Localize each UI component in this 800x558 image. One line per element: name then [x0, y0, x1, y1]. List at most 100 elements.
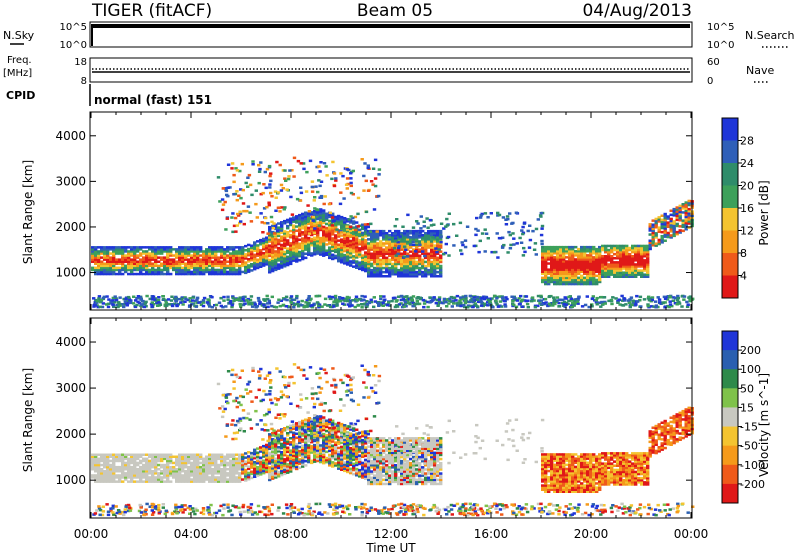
data-cell [509, 244, 512, 247]
data-cell [340, 238, 343, 241]
data-cell [157, 261, 160, 264]
data-cell [501, 296, 504, 299]
data-cell [430, 261, 433, 264]
data-cell [407, 236, 410, 239]
data-cell [427, 230, 430, 233]
data-cell [348, 305, 351, 308]
data-cell [248, 174, 251, 177]
data-cell [360, 295, 363, 298]
data-cell [649, 240, 652, 243]
data-cell [535, 253, 538, 256]
data-cell [679, 225, 682, 228]
data-cell [395, 299, 398, 302]
data-cell [140, 303, 143, 306]
data-cell [484, 212, 487, 215]
data-cell [310, 238, 313, 241]
data-cell [655, 242, 658, 245]
data-cell [631, 255, 634, 258]
data-cell [142, 273, 145, 276]
data-cell [647, 296, 650, 299]
data-cell [315, 295, 318, 298]
data-cell [172, 258, 175, 261]
data-cell [613, 253, 616, 256]
data-cell [151, 246, 154, 249]
data-cell [382, 267, 385, 270]
data-cell [190, 246, 193, 249]
data-cell [242, 202, 245, 205]
data-cell [354, 306, 357, 309]
data-cell [157, 256, 160, 259]
data-cell [418, 240, 421, 243]
data-cell [205, 248, 208, 251]
data-cell [535, 228, 538, 231]
data-cell [439, 255, 442, 258]
data-cell [312, 216, 315, 219]
data-cell [379, 295, 382, 298]
data-cell [174, 296, 177, 299]
data-cell [540, 240, 543, 243]
data-cell [571, 246, 574, 249]
data-cell [286, 432, 289, 435]
data-cell [237, 195, 240, 198]
data-cell [440, 235, 443, 238]
data-cell [286, 219, 289, 222]
data-cell [466, 306, 469, 309]
data-cell [148, 252, 151, 255]
data-cell [251, 305, 254, 308]
data-cell [529, 239, 532, 242]
data-cell [94, 267, 97, 270]
data-cell [640, 269, 643, 272]
data-cell [244, 249, 247, 252]
data-cell [127, 458, 130, 461]
data-cell [313, 199, 316, 202]
data-cell [215, 304, 218, 307]
colorbar-swatch [722, 276, 738, 299]
data-cell [309, 160, 312, 163]
data-cell [289, 425, 292, 428]
data-cell [262, 304, 265, 307]
data-cell [436, 230, 439, 233]
data-cell [312, 219, 315, 222]
data-cell [217, 246, 220, 249]
data-cell [657, 296, 660, 299]
data-cell [497, 305, 500, 308]
data-cell [631, 245, 634, 248]
data-cell [268, 175, 271, 178]
data-cell [595, 248, 598, 251]
data-cell [331, 224, 334, 227]
data-cell [241, 478, 244, 481]
data-cell [142, 246, 145, 249]
data-cell [687, 296, 690, 299]
data-cell [340, 216, 343, 219]
data-cell [219, 297, 222, 300]
data-cell [281, 222, 284, 225]
data-cell [300, 192, 303, 195]
data-cell [247, 248, 250, 251]
data-cell [226, 271, 229, 274]
data-cell [102, 302, 105, 305]
data-cell [496, 256, 499, 259]
data-cell [192, 296, 195, 299]
data-cell [280, 189, 283, 192]
data-cell [367, 164, 370, 167]
data-cell [304, 253, 307, 256]
data-cell [292, 225, 295, 228]
data-cell [170, 296, 173, 299]
data-cell [372, 306, 375, 309]
data-cell [222, 187, 225, 190]
data-cell [332, 220, 335, 223]
data-cell [430, 230, 433, 233]
data-cell [352, 255, 355, 258]
data-cell [151, 454, 154, 457]
data-cell [614, 297, 617, 300]
data-cell [226, 217, 229, 220]
data-cell [439, 230, 442, 233]
data-cell [448, 213, 451, 216]
data-cell [222, 203, 225, 206]
data-cell [394, 257, 397, 260]
data-cell [115, 299, 118, 302]
data-cell [391, 263, 394, 266]
data-cell [241, 298, 244, 301]
data-cell [654, 300, 657, 303]
data-cell [331, 237, 334, 240]
